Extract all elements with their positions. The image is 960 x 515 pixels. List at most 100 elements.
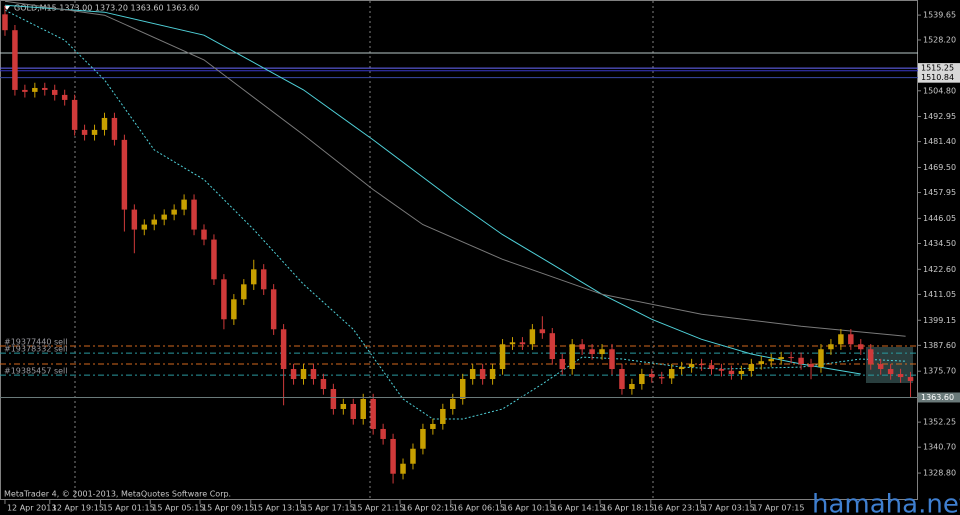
candle-body	[489, 369, 496, 380]
candle-body	[340, 403, 347, 409]
candle-body	[678, 367, 685, 370]
x-tick-label: 15 Apr 13:15	[253, 504, 305, 513]
candle-body	[231, 299, 237, 320]
candle-body	[270, 289, 277, 330]
candle-body	[828, 344, 834, 350]
x-tick-label: 16 Apr 14:15	[552, 504, 604, 513]
x-tick-label: 16 Apr 23:15	[653, 504, 705, 513]
menu-arrow[interactable]	[4, 6, 10, 10]
candle-body	[251, 269, 257, 285]
candle-body	[101, 117, 108, 130]
y-tick-label: 1446.05	[923, 214, 956, 223]
x-tick-label: 16 Apr 06:15	[453, 504, 505, 513]
candle-body	[191, 199, 197, 230]
y-tick-label: 1375.70	[923, 367, 956, 376]
x-tick-label: 16 Apr 18:15	[602, 504, 654, 513]
candle-body	[668, 369, 675, 379]
moving-average	[4, 0, 906, 337]
candle-body	[499, 344, 506, 370]
y-tick-label: 1492.95	[923, 112, 956, 121]
candle-body	[708, 365, 715, 370]
y-tick-label: 1539.65	[923, 11, 956, 20]
y-tick-label: 1399.15	[923, 316, 956, 325]
candle-body	[32, 87, 38, 92]
candle-body	[629, 384, 635, 390]
candle-body	[61, 94, 68, 100]
order-label: #19377440 sell	[4, 338, 68, 347]
candle-body	[380, 428, 386, 439]
candle-body	[370, 399, 376, 429]
candle-body	[181, 199, 187, 210]
x-tick-label: 16 Apr 02:15	[402, 504, 454, 513]
y-tick-label: 1352.25	[923, 418, 956, 427]
candle-body	[330, 389, 337, 409]
candle-body	[141, 224, 148, 230]
x-tick-label: 15 Apr 21:15	[352, 504, 404, 513]
candle-body	[867, 349, 874, 365]
price-box-label: 1510.84	[921, 73, 954, 82]
y-tick-label: 1422.60	[923, 265, 956, 274]
candle-body	[748, 364, 755, 371]
x-tick-label: 15 Apr 09:15	[202, 504, 254, 513]
candle-body	[718, 369, 725, 371]
candle-body	[51, 89, 58, 95]
candle-body	[91, 129, 98, 135]
candle-body	[360, 399, 366, 419]
y-tick-label: 1328.80	[923, 469, 956, 478]
candle-body	[81, 129, 88, 135]
candle-body	[589, 349, 595, 355]
candle-body	[609, 349, 615, 370]
y-tick-label: 1457.95	[923, 188, 956, 197]
candle-body	[728, 370, 735, 375]
candle-body	[390, 438, 396, 474]
candle-body	[71, 99, 78, 130]
candle-body	[410, 448, 416, 464]
candle-body	[758, 361, 765, 365]
y-tick-label: 1387.60	[923, 341, 956, 350]
y-tick-label: 1504.80	[923, 86, 956, 95]
candle-body	[479, 369, 486, 380]
candle-body	[241, 284, 247, 300]
candle-body	[788, 357, 794, 359]
candle-body	[310, 369, 317, 380]
order-label: #19378332 sell	[4, 345, 68, 354]
candle-body	[897, 374, 904, 378]
candle-body	[131, 209, 138, 230]
candle-body	[649, 374, 655, 378]
candle-body	[320, 379, 327, 390]
candle-body	[549, 333, 556, 360]
y-tick-label: 1340.70	[923, 443, 956, 452]
candle-body	[151, 219, 157, 225]
x-tick-label: 12 Apr 19:15	[52, 504, 104, 513]
x-tick-label: 15 Apr 05:15	[152, 504, 204, 513]
candle-body	[569, 344, 575, 370]
candle-body	[887, 369, 894, 375]
candle-body	[838, 334, 844, 345]
price-box	[918, 72, 960, 83]
candle-body	[12, 30, 18, 90]
y-tick-label: 1434.50	[923, 239, 956, 248]
candle-body	[639, 374, 645, 385]
candle-body	[808, 364, 814, 368]
candle-body	[450, 399, 456, 409]
candle-body	[111, 117, 118, 140]
x-tick-label: 12 Apr 2013	[7, 504, 56, 513]
candle-body	[280, 329, 287, 370]
y-tick-label: 1481.40	[923, 137, 956, 146]
moving-average	[4, 4, 861, 375]
candle-body	[42, 87, 48, 90]
candle-body	[350, 403, 357, 419]
candle-body	[420, 428, 426, 449]
copyright: MetaTrader 4, © 2001-2013, MetaQuotes So…	[4, 490, 231, 499]
candle-body	[778, 357, 784, 360]
candle-body	[469, 369, 476, 380]
order-label: #19385457 sell	[4, 367, 68, 376]
candle-body	[22, 89, 28, 92]
candle-body	[858, 344, 864, 350]
candle-body	[698, 364, 705, 366]
x-tick-label: 15 Apr 01:15	[103, 504, 155, 513]
price-box-label: 1515.25	[921, 64, 954, 73]
candle-body	[659, 377, 665, 379]
